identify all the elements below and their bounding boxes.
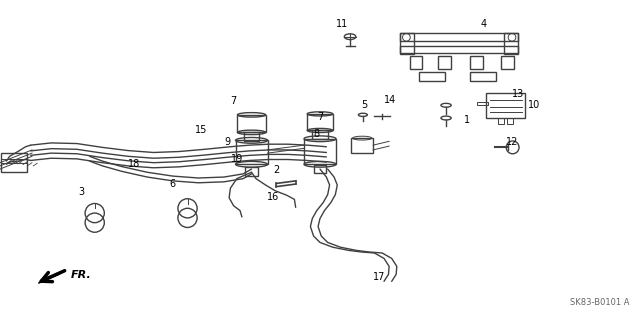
Bar: [470, 56, 483, 69]
Bar: [314, 165, 326, 173]
Text: 4: 4: [480, 19, 486, 29]
Bar: [438, 56, 451, 69]
Polygon shape: [38, 271, 64, 283]
Text: FR.: FR.: [70, 270, 91, 280]
Bar: [419, 72, 445, 81]
Bar: [486, 93, 525, 118]
Bar: [236, 140, 268, 164]
Bar: [351, 138, 373, 153]
Text: 10: 10: [528, 100, 541, 110]
Bar: [245, 167, 258, 176]
Bar: [400, 33, 518, 41]
Bar: [244, 132, 259, 141]
Bar: [477, 102, 488, 105]
Bar: [470, 72, 496, 81]
Text: 7: 7: [230, 96, 237, 107]
Text: 19: 19: [230, 154, 243, 164]
Text: 18: 18: [128, 159, 141, 169]
Text: SK83-B0101 A: SK83-B0101 A: [570, 298, 630, 307]
Bar: [237, 115, 266, 132]
Bar: [1, 153, 27, 172]
Text: 7: 7: [317, 112, 323, 122]
Text: 1: 1: [464, 115, 470, 125]
Bar: [400, 33, 414, 54]
Text: 13: 13: [512, 89, 525, 99]
Bar: [498, 118, 504, 124]
Text: 11: 11: [336, 19, 349, 29]
Bar: [501, 56, 514, 69]
Bar: [507, 118, 513, 124]
Bar: [504, 33, 518, 54]
Text: 2: 2: [273, 165, 280, 175]
Text: 14: 14: [384, 95, 397, 106]
Text: 9: 9: [225, 137, 231, 147]
Text: 17: 17: [372, 272, 385, 282]
Bar: [312, 130, 328, 139]
Bar: [410, 56, 422, 69]
Text: 16: 16: [267, 192, 280, 202]
Text: 6: 6: [170, 179, 176, 189]
Text: 8: 8: [314, 129, 320, 139]
Bar: [304, 139, 336, 164]
Text: 12: 12: [506, 137, 518, 147]
Bar: [307, 114, 333, 130]
Text: 5: 5: [362, 100, 368, 110]
Bar: [400, 46, 518, 53]
Text: 3: 3: [78, 187, 84, 197]
Text: 15: 15: [195, 125, 208, 135]
